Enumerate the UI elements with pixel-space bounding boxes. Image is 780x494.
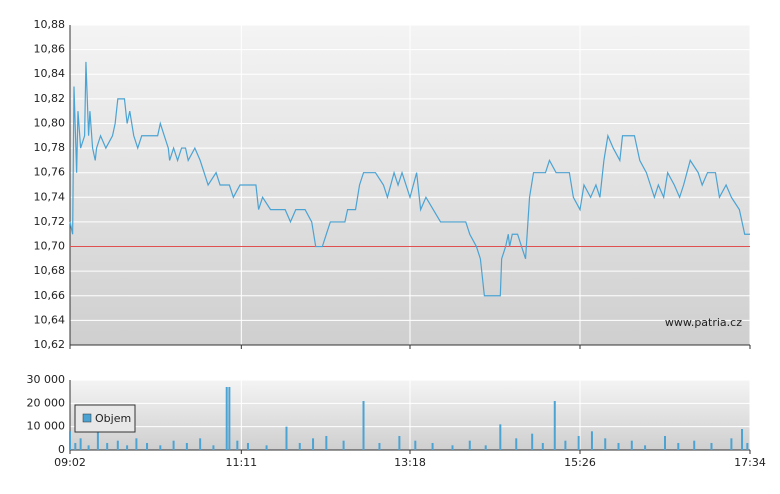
volume-bar <box>146 443 149 450</box>
volume-bar <box>342 440 345 450</box>
volume-bar <box>553 401 556 450</box>
volume-bar <box>677 443 680 450</box>
volume-bar <box>225 387 228 450</box>
legend-swatch <box>82 413 92 423</box>
volume-bar <box>590 431 593 450</box>
y-tick-label: 10,64 <box>34 313 66 326</box>
volume-bar <box>378 443 381 450</box>
volume-bar <box>746 443 749 450</box>
x-tick-label: 11:11 <box>225 456 257 469</box>
x-tick-label: 15:26 <box>564 456 596 469</box>
x-tick-label: 17:34 <box>734 456 766 469</box>
volume-bar <box>246 443 249 450</box>
y-tick-label: 10,62 <box>34 338 66 351</box>
y-tick-label: 10,76 <box>34 166 66 179</box>
volume-bar <box>298 443 301 450</box>
volume-bar <box>484 445 487 450</box>
volume-bar <box>126 445 129 450</box>
volume-bar <box>741 429 744 450</box>
y-tick-label: 10,86 <box>34 43 66 56</box>
volume-bar <box>116 440 119 450</box>
watermark: www.patria.cz <box>665 316 742 329</box>
x-tick-label: 09:02 <box>54 456 86 469</box>
volume-bar <box>499 424 502 450</box>
volume-bar <box>74 443 77 450</box>
y-tick-label: 10 000 <box>27 420 66 433</box>
y-tick-label: 30 000 <box>27 373 66 386</box>
volume-bar <box>362 401 365 450</box>
volume-bar <box>236 440 239 450</box>
volume-bar <box>630 440 633 450</box>
y-tick-label: 10,74 <box>34 190 66 203</box>
legend-label: Objem <box>95 412 131 425</box>
volume-bar <box>228 387 231 450</box>
volume-bar <box>414 440 417 450</box>
volume-bar <box>212 445 215 450</box>
volume-bar <box>515 438 518 450</box>
y-tick-label: 10,82 <box>34 92 66 105</box>
volume-bar <box>96 429 99 450</box>
volume-bar <box>312 438 315 450</box>
y-tick-label: 10,70 <box>34 240 66 253</box>
volume-bar <box>451 445 454 450</box>
volume-bar <box>135 438 138 450</box>
volume-bar <box>541 443 544 450</box>
volume-bar <box>617 443 620 450</box>
volume-bar <box>106 443 109 450</box>
volume-bar <box>185 443 188 450</box>
volume-bar <box>693 440 696 450</box>
volume-bar <box>285 426 288 450</box>
volume-bar <box>730 438 733 450</box>
volume-bar <box>69 431 71 450</box>
y-tick-label: 10,78 <box>34 141 66 154</box>
volume-bar <box>664 436 666 450</box>
volume-bar <box>577 436 580 450</box>
volume-bar <box>468 440 471 450</box>
volume-bar <box>79 438 82 450</box>
y-tick-label: 10,80 <box>34 116 66 129</box>
volume-bar <box>431 443 434 450</box>
volume-bar <box>199 438 202 450</box>
volume-bar <box>531 433 534 450</box>
volume-bar <box>172 440 175 450</box>
volume-bar <box>564 440 567 450</box>
volume-bar <box>644 445 647 450</box>
volume-bar <box>265 445 268 450</box>
y-tick-label: 10,88 <box>34 18 66 31</box>
x-tick-label: 13:18 <box>394 456 426 469</box>
volume-bar <box>325 436 328 450</box>
y-tick-label: 10,66 <box>34 289 66 302</box>
volume-bar <box>159 445 162 450</box>
y-tick-label: 10,68 <box>34 264 66 277</box>
volume-bar <box>604 438 607 450</box>
y-tick-label: 10,84 <box>34 67 66 80</box>
volume-bar <box>710 443 713 450</box>
volume-bar <box>398 436 401 450</box>
y-tick-label: 20 000 <box>27 396 66 409</box>
price-line <box>69 61 750 297</box>
y-tick-label: 0 <box>58 443 65 456</box>
volume-bar <box>87 445 90 450</box>
y-tick-label: 10,72 <box>34 215 66 228</box>
